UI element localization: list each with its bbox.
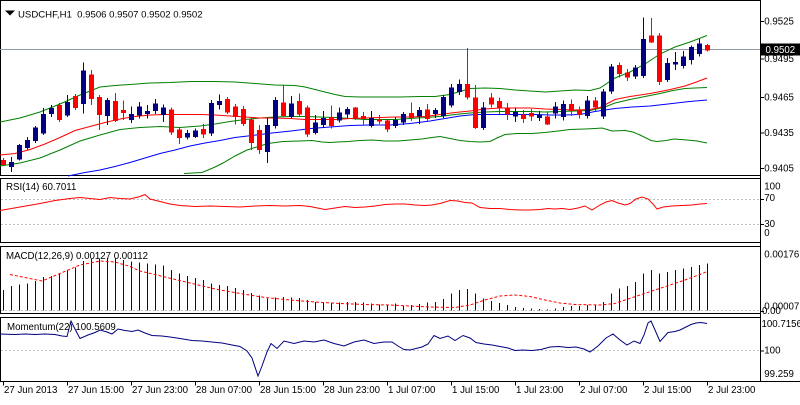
svg-text:27 Jun 2013: 27 Jun 2013 [4,385,57,396]
svg-text:Momentum(22) 100.5609: Momentum(22) 100.5609 [7,322,116,333]
svg-text:1 Jul 07:00: 1 Jul 07:00 [388,385,436,396]
svg-text:MACD(12,26,9) 0.00127 0.00112: MACD(12,26,9) 0.00127 0.00112 [6,251,148,262]
svg-text:1 Jul 15:00: 1 Jul 15:00 [452,385,500,396]
svg-text:100.7156: 100.7156 [762,319,800,330]
svg-text:27 Jun 23:00: 27 Jun 23:00 [132,385,189,396]
svg-text:0.9525: 0.9525 [764,16,794,27]
svg-text:0.9465: 0.9465 [764,93,794,104]
svg-text:100: 100 [764,182,781,193]
svg-text:USDCHF,H1 0.9506 0.9507 0.950: USDCHF,H1 0.9506 0.9507 0.9502 0.9502 [18,10,203,21]
svg-text:27 Jun 15:00: 27 Jun 15:00 [68,385,125,396]
svg-text:99.259: 99.259 [764,369,794,380]
svg-text:70: 70 [764,193,775,204]
svg-text:0.9405: 0.9405 [764,164,794,175]
svg-text:RSI(14) 60.7011: RSI(14) 60.7011 [6,182,76,193]
svg-text:2 Jul 23:00: 2 Jul 23:00 [708,385,756,396]
svg-text:0.00176: 0.00176 [764,250,799,261]
svg-text:2 Jul 15:00: 2 Jul 15:00 [644,385,692,396]
svg-text:1 Jul 23:00: 1 Jul 23:00 [516,385,564,396]
svg-text:28 Jun 15:00: 28 Jun 15:00 [260,385,317,396]
svg-text:0: 0 [764,228,770,239]
svg-text:0.00: 0.00 [762,306,781,317]
svg-text:28 Jun 07:00: 28 Jun 07:00 [196,385,253,396]
svg-text:28 Jun 23:00: 28 Jun 23:00 [324,385,381,396]
svg-text:0.9435: 0.9435 [764,128,794,139]
svg-text:100: 100 [764,346,781,357]
svg-text:0.9495: 0.9495 [764,54,794,65]
svg-text:2 Jul 07:00: 2 Jul 07:00 [580,385,628,396]
